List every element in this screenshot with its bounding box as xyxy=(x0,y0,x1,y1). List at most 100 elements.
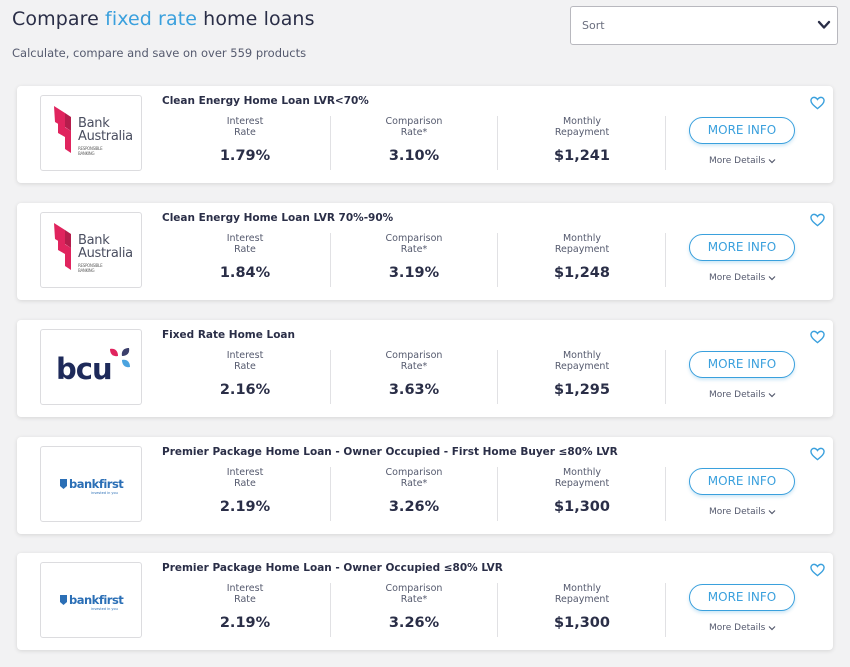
bankfirst-logo: bankfirst invested in you xyxy=(40,446,142,522)
heart-icon[interactable] xyxy=(810,96,825,110)
more-details-link[interactable]: More Details xyxy=(709,390,776,400)
divider xyxy=(497,467,498,521)
comparison-rate: Comparison Rate* 3.26% xyxy=(364,467,464,515)
bankfirst-tagline: invested in you xyxy=(91,607,118,611)
monthly-repayment-value: $1,241 xyxy=(554,148,610,164)
comparison-rate-value: 3.10% xyxy=(388,148,440,164)
interest-rate-label-2: Rate xyxy=(234,244,256,255)
divider xyxy=(497,350,498,404)
divider xyxy=(330,233,331,287)
comparison-rate-label-1: Comparison xyxy=(385,116,443,127)
interest-rate-label-1: Interest xyxy=(226,116,264,127)
chevron-down-icon xyxy=(768,392,776,397)
monthly-repayment-label-1: Monthly xyxy=(562,233,602,244)
bank-australia-tag2: BANKING xyxy=(78,268,95,273)
chevron-down-icon xyxy=(768,158,776,163)
page-title: Compare fixed rate home loans xyxy=(12,8,315,30)
monthly-repayment-value: $1,300 xyxy=(554,615,610,631)
comparison-rate-label-2: Rate* xyxy=(400,361,428,372)
page-subtitle: Calculate, compare and save on over 559 … xyxy=(12,46,307,60)
bankfirst-tagline: invested in you xyxy=(91,491,118,495)
more-details-label: More Details xyxy=(709,390,766,400)
monthly-repayment: Monthly Repayment $1,300 xyxy=(532,583,632,631)
product-name[interactable]: Premier Package Home Loan - Owner Occupi… xyxy=(162,562,503,574)
loan-card: bankfirst invested in you Premier Packag… xyxy=(17,553,833,650)
product-name[interactable]: Fixed Rate Home Loan xyxy=(162,329,295,341)
comparison-rate-value: 3.26% xyxy=(388,499,440,515)
heart-icon[interactable] xyxy=(810,563,825,577)
comparison-rate-label-1: Comparison xyxy=(385,583,443,594)
monthly-repayment-label-1: Monthly xyxy=(562,467,602,478)
bcu-petals-icon xyxy=(110,348,130,368)
interest-rate: Interest Rate 1.84% xyxy=(195,233,295,281)
product-name[interactable]: Clean Energy Home Loan LVR<70% xyxy=(162,95,369,107)
monthly-repayment-value: $1,295 xyxy=(554,382,610,398)
monthly-repayment-label-2: Repayment xyxy=(554,244,610,255)
comparison-rate: Comparison Rate* 3.19% xyxy=(364,233,464,281)
sort-label: Sort xyxy=(582,19,605,32)
divider xyxy=(665,233,666,287)
heart-icon[interactable] xyxy=(810,330,825,344)
divider xyxy=(330,350,331,404)
interest-rate-value: 2.19% xyxy=(219,615,271,631)
more-details-label: More Details xyxy=(709,623,766,633)
monthly-repayment-label-1: Monthly xyxy=(562,583,602,594)
more-details-link[interactable]: More Details xyxy=(709,507,776,517)
interest-rate-label-1: Interest xyxy=(226,233,264,244)
bank-australia-line2: Australia xyxy=(78,246,133,261)
bankfirst-mark-icon xyxy=(60,595,67,605)
comparison-rate: Comparison Rate* 3.26% xyxy=(364,583,464,631)
loan-card: Bank Australia RESPONSIBLE BANKING Clean… xyxy=(17,203,833,300)
title-text-end: home loans xyxy=(197,8,315,30)
more-details-link[interactable]: More Details xyxy=(709,156,776,166)
interest-rate: Interest Rate 2.16% xyxy=(195,350,295,398)
bank-australia-line2: Australia xyxy=(78,129,133,144)
bank-australia-logo: Bank Australia RESPONSIBLE BANKING xyxy=(40,95,142,171)
interest-rate-label-2: Rate xyxy=(234,478,256,489)
monthly-repayment: Monthly Repayment $1,295 xyxy=(532,350,632,398)
comparison-rate: Comparison Rate* 3.10% xyxy=(364,116,464,164)
loan-card: bankfirst invested in you Premier Packag… xyxy=(17,437,833,534)
monthly-repayment: Monthly Repayment $1,241 xyxy=(532,116,632,164)
bank-australia-line1: Bank xyxy=(78,233,110,248)
more-details-link[interactable]: More Details xyxy=(709,623,776,633)
more-info-button[interactable]: MORE INFO xyxy=(689,584,795,611)
divider xyxy=(330,583,331,637)
divider xyxy=(665,350,666,404)
product-name[interactable]: Premier Package Home Loan - Owner Occupi… xyxy=(162,446,618,458)
product-name[interactable]: Clean Energy Home Loan LVR 70%-90% xyxy=(162,212,394,224)
more-details-link[interactable]: More Details xyxy=(709,273,776,283)
heart-icon[interactable] xyxy=(810,213,825,227)
more-details-label: More Details xyxy=(709,156,766,166)
more-info-button[interactable]: MORE INFO xyxy=(689,351,795,378)
monthly-repayment: Monthly Repayment $1,300 xyxy=(532,467,632,515)
chevron-down-icon xyxy=(768,625,776,630)
heart-icon[interactable] xyxy=(810,447,825,461)
comparison-rate-value: 3.63% xyxy=(388,382,440,398)
bank-australia-mark-icon xyxy=(54,223,71,270)
bank-australia-logo: Bank Australia RESPONSIBLE BANKING xyxy=(40,212,142,288)
divider xyxy=(497,116,498,170)
monthly-repayment-label-2: Repayment xyxy=(554,478,610,489)
bankfirst-mark-icon xyxy=(60,479,67,489)
divider xyxy=(665,583,666,637)
title-highlight: fixed rate xyxy=(105,8,198,30)
bank-australia-tag2: BANKING xyxy=(78,151,95,156)
more-info-button[interactable]: MORE INFO xyxy=(689,234,795,261)
monthly-repayment-value: $1,248 xyxy=(554,265,610,281)
sort-dropdown[interactable]: Sort xyxy=(570,6,838,45)
more-info-button[interactable]: MORE INFO xyxy=(689,468,795,495)
divider xyxy=(330,467,331,521)
monthly-repayment: Monthly Repayment $1,248 xyxy=(532,233,632,281)
comparison-rate-label-2: Rate* xyxy=(400,594,428,605)
divider xyxy=(497,233,498,287)
interest-rate-value: 1.84% xyxy=(219,265,271,281)
more-info-button[interactable]: MORE INFO xyxy=(689,117,795,144)
interest-rate-label-1: Interest xyxy=(226,350,264,361)
chevron-down-icon xyxy=(768,275,776,280)
divider xyxy=(330,116,331,170)
comparison-rate-label-2: Rate* xyxy=(400,478,428,489)
monthly-repayment-label-1: Monthly xyxy=(562,350,602,361)
monthly-repayment-label-2: Repayment xyxy=(554,361,610,372)
bcu-logo: bcu xyxy=(40,329,142,405)
